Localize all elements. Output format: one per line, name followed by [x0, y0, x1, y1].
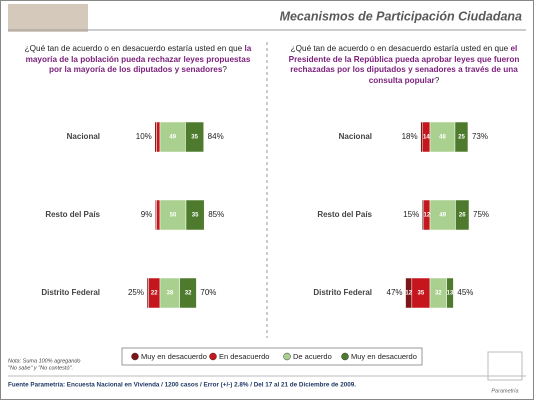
category-label: Resto del País: [317, 210, 372, 219]
category-label: Distrito Federal: [313, 288, 372, 297]
bar-segment: [455, 199, 470, 231]
disagree-total: 9%: [141, 210, 153, 219]
disagree-total: 25%: [128, 288, 144, 297]
agree-total: 73%: [472, 132, 488, 141]
segment-label: 38: [167, 291, 174, 297]
bar-segment: [159, 199, 187, 231]
bar-segment: [454, 121, 469, 153]
segment-label: 22: [151, 291, 158, 297]
legend-label: Muy en desacuerdo: [141, 352, 207, 361]
question-part: ¿Qué tan de acuerdo o en desacuerdo esta…: [24, 44, 245, 53]
bar-segment: [446, 277, 454, 309]
question-part: ?: [434, 75, 440, 85]
question-part: ?: [222, 65, 227, 74]
segment-label: 50: [170, 213, 177, 219]
bar-segment: [421, 199, 425, 231]
category-label: Nacional: [67, 132, 100, 141]
segment-label: 49: [439, 213, 446, 219]
legend-swatch: [341, 352, 349, 361]
segment-label: 13: [447, 291, 454, 297]
question-part: ¿Qué tan de acuerdo o en desacuerdo esta…: [290, 44, 511, 53]
agree-total: 75%: [473, 210, 489, 219]
note: "No sabe" y "No contestó".: [8, 365, 73, 371]
disagree-total: 10%: [136, 132, 152, 141]
bar-segment: [156, 121, 161, 153]
segment-label: 35: [191, 135, 198, 141]
agree-total: 84%: [208, 132, 224, 141]
bar-segment: [420, 121, 423, 153]
segment-label: 12: [405, 291, 412, 297]
legend-swatch: [283, 352, 291, 361]
bar-segment: [179, 277, 197, 309]
disagree-total: 47%: [387, 288, 403, 297]
category-label: Nacional: [339, 132, 372, 141]
legend-swatch: [131, 352, 139, 361]
bar-segment: [185, 121, 204, 153]
segment-label: 14: [423, 135, 430, 141]
segment-label: 48: [439, 135, 446, 141]
segment-label: 35: [192, 213, 199, 219]
segment-label: 26: [459, 213, 466, 219]
source: Fuente Parametría: Encuesta Nacional en …: [8, 382, 356, 389]
disagree-total: 18%: [402, 132, 418, 141]
agree-total: 45%: [457, 288, 473, 297]
bar-segment: [155, 199, 157, 231]
legend-swatch: [209, 352, 217, 361]
bar-segment: [156, 199, 161, 231]
segment-label: 25: [458, 135, 465, 141]
segment-label: 32: [435, 291, 442, 297]
legend-label: De acuerdo: [293, 352, 332, 361]
segment-label: 32: [185, 291, 192, 297]
question-part: el Presidente de la República pueda apro…: [288, 44, 520, 85]
bar-segment: [185, 199, 205, 231]
bar-segment: [405, 277, 413, 309]
segment-label: 12: [424, 213, 431, 219]
category-label: Distrito Federal: [41, 288, 100, 297]
question: ¿Qué tan de acuerdo o en desacuerdo esta…: [286, 44, 522, 86]
bar-segment: [154, 121, 157, 153]
question-part: la mayoría de la población pueda rechaza…: [25, 44, 252, 74]
note: Nota: Suma 100% agregando: [8, 358, 80, 364]
logo: Parametría: [491, 388, 518, 394]
bar-segment: [429, 199, 456, 231]
category-label: Resto del País: [45, 210, 100, 219]
legend-box: [121, 347, 423, 366]
disagree-total: 15%: [403, 210, 419, 219]
bar-segment: [429, 121, 456, 153]
segment-label: 35: [418, 291, 425, 297]
slide-title: Mecanismos de Participación Ciudadana: [280, 9, 522, 23]
legend-label: Muy en desacuerdo: [351, 352, 417, 361]
agree-total: 70%: [200, 288, 216, 297]
logo-mark: [487, 351, 523, 381]
question: ¿Qué tan de acuerdo o en desacuerdo esta…: [20, 44, 256, 76]
agree-total: 85%: [208, 210, 224, 219]
header-image: [8, 4, 88, 32]
bar-segment: [146, 277, 149, 309]
legend-label: En desacuerdo: [219, 352, 269, 361]
segment-label: 49: [169, 135, 176, 141]
